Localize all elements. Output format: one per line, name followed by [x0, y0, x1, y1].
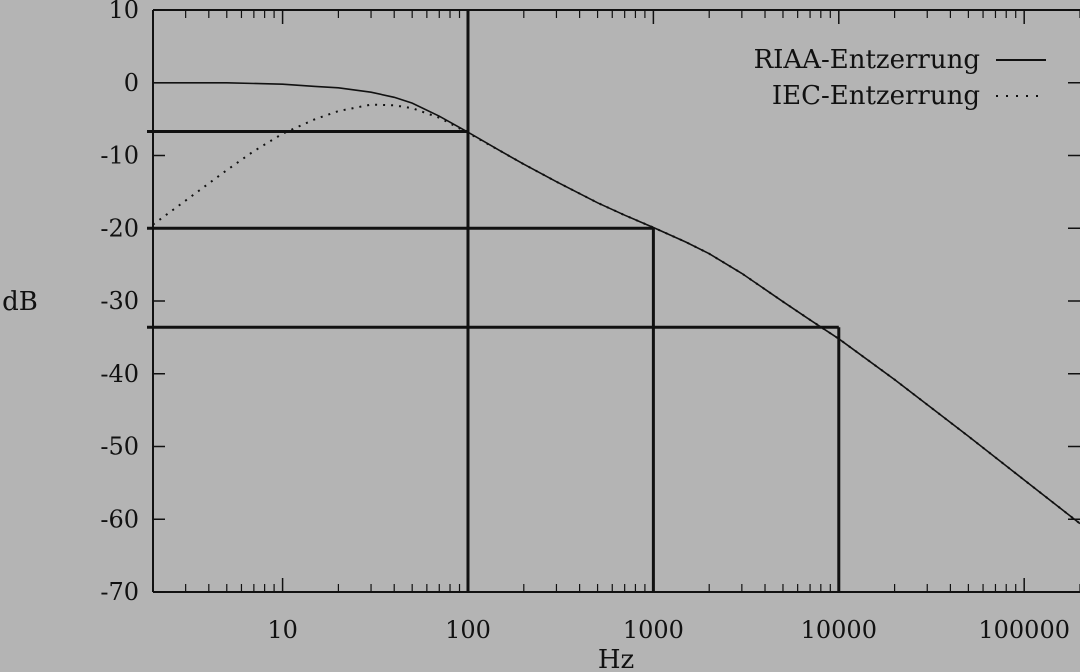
y-axis-title: dB	[2, 287, 38, 317]
axis-ticks	[152, 9, 1080, 593]
x-tick-label: 100	[445, 616, 491, 644]
x-tick-label: 100000	[978, 616, 1070, 644]
legend: RIAA-Entzerrung IEC-Entzerrung	[754, 45, 1046, 111]
reference-lines	[147, 10, 841, 592]
legend-label-iec: IEC-Entzerrung	[772, 81, 980, 111]
x-axis-title: Hz	[598, 645, 634, 672]
legend-label-riaa: RIAA-Entzerrung	[754, 45, 980, 75]
y-tick-label: 10	[108, 0, 139, 24]
y-tick-label: -70	[100, 578, 139, 606]
y-tick-label: -50	[100, 433, 139, 461]
y-tick-label: -60	[100, 505, 139, 533]
x-tick-labels: 10 100 1000 10000 100000	[267, 616, 1070, 644]
x-tick-label: 10000	[801, 616, 877, 644]
y-tick-label: -20	[100, 214, 139, 242]
series-line-iec	[152, 103, 1080, 525]
y-tick-labels: 10 0 -10 -20 -30 -40 -50 -60 -70	[100, 0, 139, 606]
x-tick-label: 10	[267, 616, 298, 644]
y-tick-label: 0	[124, 69, 139, 97]
y-tick-label: -40	[100, 360, 139, 388]
x-tick-label: 1000	[623, 616, 684, 644]
series-layer	[152, 82, 1080, 525]
y-tick-label: -30	[100, 287, 139, 315]
y-tick-label: -10	[100, 142, 139, 170]
series-line-riaa	[153, 82, 1080, 525]
